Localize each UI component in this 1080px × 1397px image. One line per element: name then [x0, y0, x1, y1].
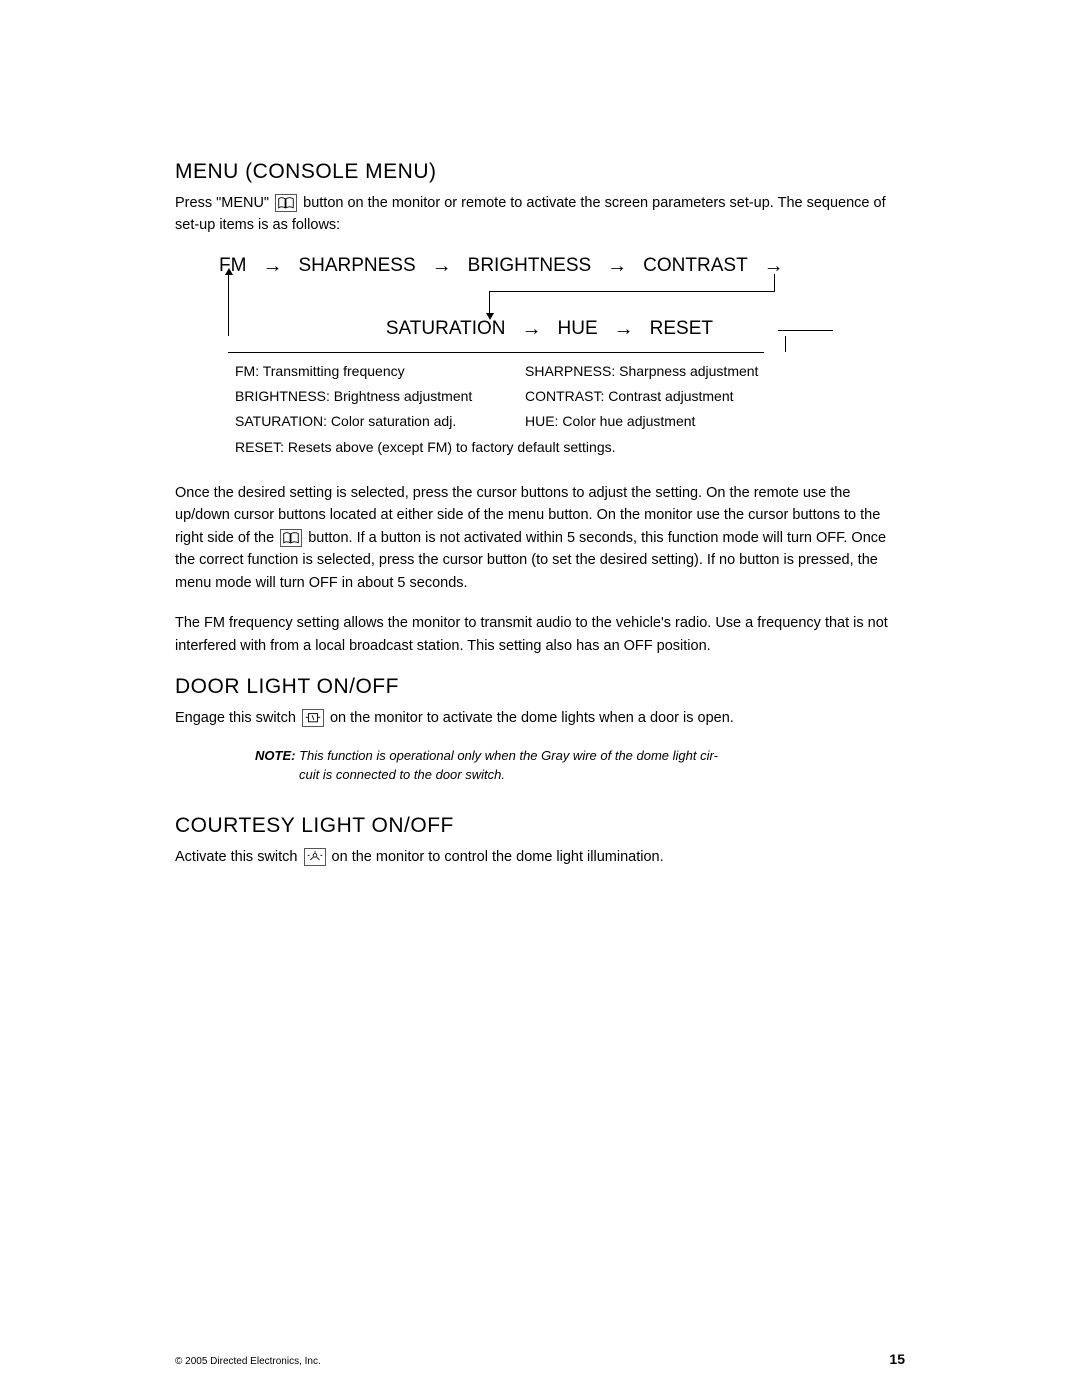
- diagram-row-2: SATURATION → HUE → RESET: [215, 318, 775, 341]
- note-line-2: cuit is connected to the door switch.: [255, 766, 775, 784]
- heading-courtesy-light: COURTESY LIGHT ON/OFF: [175, 814, 905, 838]
- definitions-list: FM: Transmitting frequency SHARPNESS: Sh…: [235, 359, 905, 460]
- note-label: NOTE:: [255, 748, 295, 763]
- def-fm: FM: Transmitting frequency: [235, 359, 525, 384]
- note-block: NOTE: This function is operational only …: [255, 747, 775, 783]
- intro-paragraph: Press "MENU" button on the monitor or re…: [175, 192, 905, 237]
- door-light-paragraph: Engage this switch on the monitor to act…: [175, 707, 905, 729]
- arrow-icon: →: [510, 318, 554, 341]
- heading-door-light: DOOR LIGHT ON/OFF: [175, 675, 905, 699]
- door-light-switch-icon: [302, 709, 324, 727]
- arrow-icon: →: [595, 255, 639, 278]
- courtesy-light-paragraph: Activate this switch on the monitor to c…: [175, 846, 905, 868]
- def-contrast: CONTRAST: Contrast adjustment: [525, 384, 734, 409]
- node-sharpness: SHARPNESS: [294, 255, 419, 277]
- def-saturation: SATURATION: Color saturation adj.: [235, 409, 525, 434]
- fm-paragraph: The FM frequency setting allows the moni…: [175, 612, 905, 657]
- arrow-icon: →: [420, 255, 464, 278]
- menu-sequence-diagram: FM → SHARPNESS → BRIGHTNESS → CONTRAST →…: [215, 255, 775, 341]
- def-hue: HUE: Color hue adjustment: [525, 409, 695, 434]
- courtesy-light-icon: [304, 848, 326, 866]
- node-hue: HUE: [554, 318, 602, 340]
- courtesy-text-b: on the monitor to control the dome light…: [332, 849, 664, 865]
- document-page: MENU (CONSOLE MENU) Press "MENU" button …: [0, 0, 1080, 916]
- def-sharpness: SHARPNESS: Sharpness adjustment: [525, 359, 758, 384]
- diagram-row-1: FM → SHARPNESS → BRIGHTNESS → CONTRAST →: [215, 255, 775, 278]
- node-contrast: CONTRAST: [639, 255, 752, 277]
- usage-paragraph: Once the desired setting is selected, pr…: [175, 482, 905, 594]
- door-text-a: Engage this switch: [175, 710, 300, 726]
- intro-text-a: Press "MENU": [175, 195, 273, 211]
- courtesy-text-a: Activate this switch: [175, 849, 302, 865]
- node-reset: RESET: [646, 318, 717, 340]
- page-number: 15: [889, 1351, 905, 1367]
- menu-book-icon: [280, 529, 302, 547]
- heading-menu-console: MENU (CONSOLE MENU): [175, 160, 905, 184]
- node-saturation: SATURATION: [382, 318, 510, 340]
- menu-book-icon: [275, 194, 297, 212]
- page-footer: © 2005 Directed Electronics, Inc. 15: [175, 1351, 905, 1367]
- door-text-b: on the monitor to activate the dome ligh…: [330, 710, 734, 726]
- arrow-icon: →: [250, 255, 294, 278]
- def-reset: RESET: Resets above (except FM) to facto…: [235, 435, 905, 460]
- arrow-icon: →: [752, 255, 784, 278]
- note-line-1: This function is operational only when t…: [295, 748, 717, 763]
- def-brightness: BRIGHTNESS: Brightness adjustment: [235, 384, 525, 409]
- node-brightness: BRIGHTNESS: [464, 255, 596, 277]
- arrow-icon: →: [602, 318, 646, 341]
- copyright-text: © 2005 Directed Electronics, Inc.: [175, 1356, 321, 1367]
